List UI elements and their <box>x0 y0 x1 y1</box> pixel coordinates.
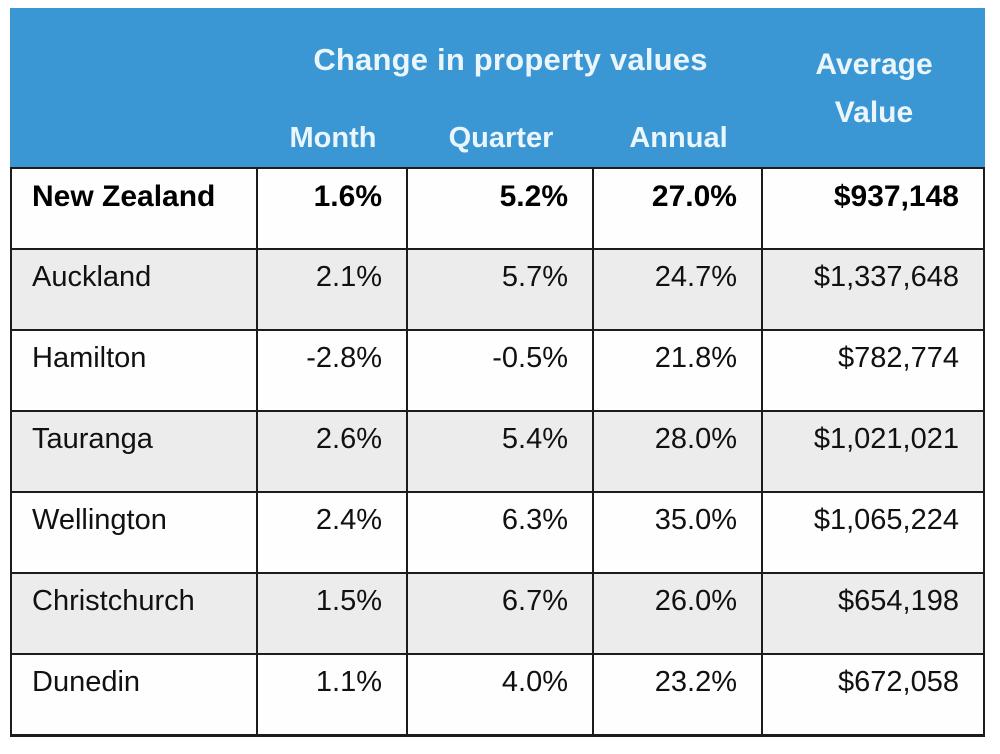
column-header-average-value: Average Value <box>763 8 985 167</box>
average-label-line2: Value <box>834 95 914 129</box>
month-cell: 1.1% <box>258 655 408 734</box>
region-cell: Christchurch <box>12 574 258 653</box>
region-cell: Dunedin <box>12 655 258 734</box>
quarter-cell: 5.4% <box>408 412 594 491</box>
region-cell: Hamilton <box>12 331 258 410</box>
month-cell: 2.6% <box>258 412 408 491</box>
table-body: New Zealand 1.6% 5.2% 27.0% $937,148 Auc… <box>10 167 985 737</box>
sub-column-headers: Month Quarter Annual <box>258 122 763 167</box>
quarter-cell: -0.5% <box>408 331 594 410</box>
header-change-group: Change in property values Month Quarter … <box>258 8 763 167</box>
average-cell: $782,774 <box>838 342 959 374</box>
average-cell: $1,065,224 <box>813 504 959 536</box>
month-cell: 2.1% <box>258 250 408 329</box>
quarter-cell: 5.2% <box>408 169 594 248</box>
column-header-annual: Annual <box>629 122 728 154</box>
table-row-dunedin: Dunedin 1.1% 4.0% 23.2% $672,058 <box>12 655 983 734</box>
annual-cell: 35.0% <box>594 493 763 572</box>
table-row-new-zealand: New Zealand 1.6% 5.2% 27.0% $937,148 <box>12 169 983 250</box>
quarter-cell: 5.7% <box>408 250 594 329</box>
quarter-cell: 6.7% <box>408 574 594 653</box>
month-cell: -2.8% <box>258 331 408 410</box>
average-label-line1: Average <box>815 47 933 81</box>
group-title: Change in property values <box>313 42 708 77</box>
region-cell: Tauranga <box>12 412 258 491</box>
month-cell: 1.5% <box>258 574 408 653</box>
column-header-quarter: Quarter <box>448 122 554 154</box>
table-row-christchurch: Christchurch 1.5% 6.7% 26.0% $654,198 <box>12 574 983 655</box>
table-row-wellington: Wellington 2.4% 6.3% 35.0% $1,065,224 <box>12 493 983 574</box>
annual-cell: 27.0% <box>594 169 763 248</box>
quarter-cell: 6.3% <box>408 493 594 572</box>
table-row-hamilton: Hamilton -2.8% -0.5% 21.8% $782,774 <box>12 331 983 412</box>
region-cell: Auckland <box>12 250 258 329</box>
annual-cell: 26.0% <box>594 574 763 653</box>
table-header: Change in property values Month Quarter … <box>10 8 985 167</box>
table-row-auckland: Auckland 2.1% 5.7% 24.7% $1,337,648 <box>12 250 983 331</box>
column-header-month: Month <box>289 122 377 154</box>
average-cell: $654,198 <box>838 585 959 617</box>
header-region-spacer <box>10 8 258 167</box>
annual-cell: 28.0% <box>594 412 763 491</box>
average-cell: $672,058 <box>838 666 959 698</box>
month-cell: 1.6% <box>258 169 408 248</box>
average-cell: $937,148 <box>833 180 959 213</box>
region-cell: New Zealand <box>12 169 258 248</box>
property-values-table: Change in property values Month Quarter … <box>10 8 985 737</box>
annual-cell: 24.7% <box>594 250 763 329</box>
annual-cell: 23.2% <box>594 655 763 734</box>
average-cell: $1,337,648 <box>813 261 959 293</box>
table-row-tauranga: Tauranga 2.6% 5.4% 28.0% $1,021,021 <box>12 412 983 493</box>
quarter-cell: 4.0% <box>408 655 594 734</box>
average-cell: $1,021,021 <box>813 423 959 455</box>
month-cell: 2.4% <box>258 493 408 572</box>
annual-cell: 21.8% <box>594 331 763 410</box>
region-cell: Wellington <box>12 493 258 572</box>
